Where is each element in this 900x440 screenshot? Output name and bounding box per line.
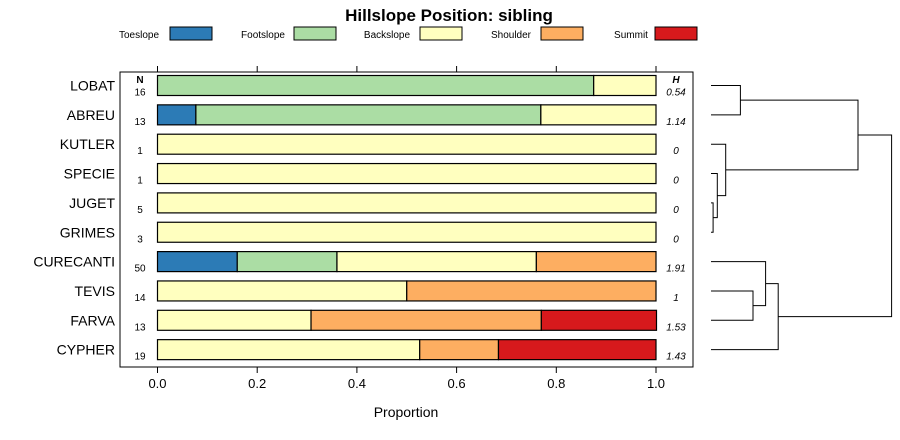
h-value-specie: 0 <box>673 176 679 187</box>
bar-farva-summit <box>540 309 658 331</box>
dendrogram <box>711 85 893 351</box>
row-label-juget: JUGET <box>69 195 115 211</box>
dendrogram-link-4 <box>711 290 754 321</box>
dendrogram-link-2 <box>711 173 718 219</box>
stacked-bars <box>156 74 658 361</box>
plot-panel <box>119 71 694 368</box>
plot-frame <box>119 71 694 368</box>
bar-kutler-backslope <box>156 133 657 155</box>
row-label-specie: SPECIE <box>64 166 115 182</box>
bar-curecanti-footslope <box>236 251 338 273</box>
x-tick-label-4: 0.8 <box>547 376 565 391</box>
bar-abreu-toeslope <box>156 104 197 126</box>
h-value-tevis: 1 <box>673 293 679 304</box>
n-value-specie: 1 <box>137 176 143 187</box>
legend-swatch-shoulder <box>540 26 584 41</box>
bar-cypher-shoulder <box>419 339 500 361</box>
legend-label-backslope: Backslope <box>364 30 411 41</box>
n-value-kutler: 1 <box>137 146 143 157</box>
n-value-curecanti: 50 <box>134 264 146 275</box>
row-label-grimes: GRIMES <box>60 224 115 240</box>
n-value-farva: 13 <box>134 322 146 333</box>
h-value-abreu: 1.14 <box>666 117 686 128</box>
h-value-farva: 1.53 <box>666 322 686 333</box>
x-tick-label-1: 0.2 <box>248 376 266 391</box>
x-axis: 0.0 0.2 0.4 0.6 0.8 1.0 <box>148 66 665 391</box>
dendrogram-link-8 <box>778 134 893 318</box>
row-label-lobat: LOBAT <box>70 78 115 94</box>
dendrogram-link-1 <box>711 202 714 233</box>
x-tick-label-5: 1.0 <box>647 376 665 391</box>
bar-farva-shoulder <box>310 309 542 331</box>
h-value-kutler: 0 <box>673 146 679 157</box>
h-value-juget: 0 <box>673 205 679 216</box>
h-header: H <box>672 75 680 86</box>
dendrogram-link-5 <box>711 261 767 307</box>
h-value-curecanti: 1.91 <box>666 264 685 275</box>
legend-swatch-footslope <box>293 26 337 41</box>
dendrogram-link-6 <box>711 283 779 351</box>
legend: Toeslope Footslope Backslope Shoulder Summit <box>119 26 698 41</box>
legend-swatch-summit <box>654 26 698 41</box>
row-label-curecanti: CURECANTI <box>33 254 115 270</box>
bar-farva-backslope <box>156 309 312 331</box>
x-tick-label-0: 0.0 <box>148 376 166 391</box>
bar-lobat-backslope <box>593 74 657 97</box>
n-value-abreu: 13 <box>134 117 146 128</box>
legend-label-summit: Summit <box>614 30 648 41</box>
row-label-tevis: TEVIS <box>75 283 115 299</box>
h-value-grimes: 0 <box>673 234 679 245</box>
n-value-lobat: 16 <box>134 88 146 99</box>
n-value-tevis: 14 <box>134 293 146 304</box>
bar-abreu-backslope <box>540 104 657 126</box>
x-axis-label: Proportion <box>374 404 439 420</box>
bar-juget-backslope <box>156 192 657 214</box>
bar-curecanti-toeslope <box>156 251 238 273</box>
bar-curecanti-shoulder <box>535 251 657 273</box>
n-value-cypher: 19 <box>134 352 146 363</box>
n-value-juget: 5 <box>137 205 143 216</box>
legend-swatch-toeslope <box>169 26 213 41</box>
dendrogram-link-7 <box>725 99 859 171</box>
bar-tevis-shoulder <box>406 280 657 302</box>
bar-cypher-summit <box>497 339 657 361</box>
legend-label-toeslope: Toeslope <box>119 30 159 41</box>
bar-curecanti-backslope <box>336 251 537 273</box>
row-label-abreu: ABREU <box>67 107 115 123</box>
dendrogram-link-0 <box>711 85 741 116</box>
bar-grimes-backslope <box>156 221 657 243</box>
row-label-farva: FARVA <box>70 312 115 328</box>
bar-abreu-footslope <box>195 104 542 126</box>
legend-swatch-backslope <box>419 26 463 41</box>
legend-label-shoulder: Shoulder <box>491 30 532 41</box>
h-value-lobat: 0.54 <box>666 88 686 99</box>
row-label-kutler: KUTLER <box>60 136 115 152</box>
bar-tevis-backslope <box>156 280 408 302</box>
row-label-cypher: CYPHER <box>57 342 115 358</box>
x-tick-label-3: 0.6 <box>448 376 466 391</box>
n-header: N <box>136 75 143 86</box>
bar-cypher-backslope <box>156 339 421 361</box>
h-value-cypher: 1.43 <box>666 352 686 363</box>
n-value-grimes: 3 <box>137 234 143 245</box>
bar-specie-backslope <box>156 162 657 185</box>
bar-lobat-footslope <box>156 74 595 97</box>
legend-label-footslope: Footslope <box>241 30 285 41</box>
dendrogram-link-3 <box>711 143 727 197</box>
chart-title: Hillslope Position: sibling <box>345 6 553 25</box>
x-tick-label-2: 0.4 <box>348 376 366 391</box>
